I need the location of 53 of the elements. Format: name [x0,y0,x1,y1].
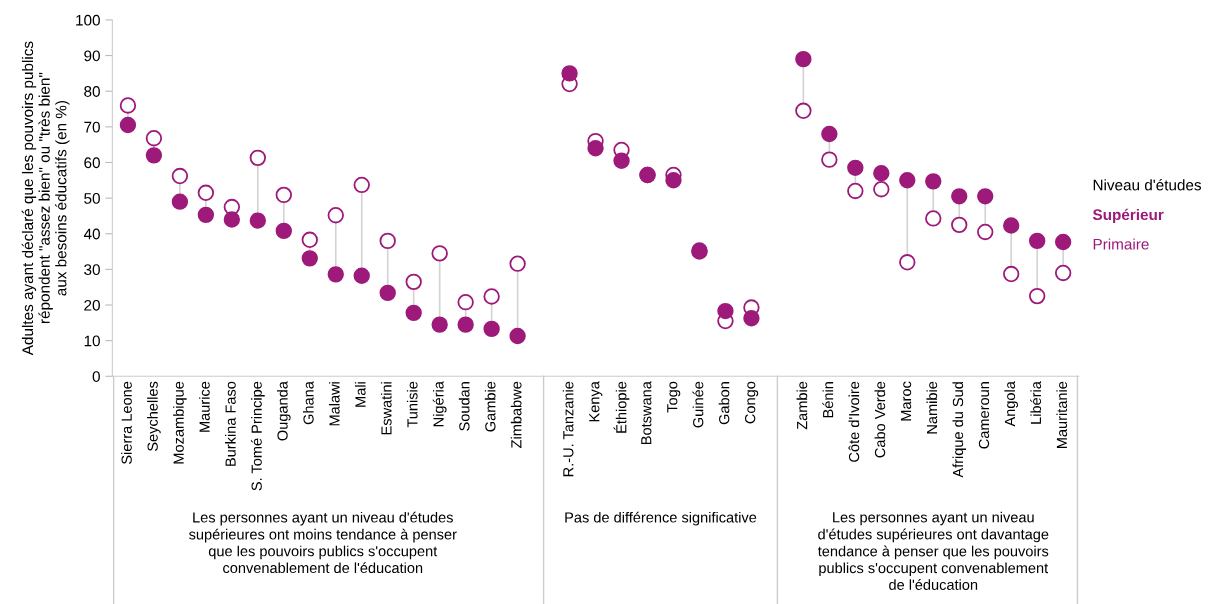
x-tick-label: R.-U. Tanzanie [562,381,574,477]
x-tick-label: Mauritanie [1056,381,1068,449]
x-tick-label: Eswatini [380,382,392,435]
x-tick-label: Zimbabwe [510,381,522,448]
y-tick-label: 70 [84,121,100,133]
legend-title: Niveau d'études [1093,179,1202,191]
y-tick-label: 50 [84,192,100,204]
x-tick-label: Ghana [302,381,314,425]
series-label: Supérieur [1092,208,1164,224]
x-tick-label: Gabon [718,382,730,425]
text: Les personnes ayant un niveau d'études supérieures ont moins tendance à penser que les pouvoirs publics s'occupent convenablement de l'éducation [189,511,457,574]
x-tick-label: Kenya [589,381,603,422]
text: Les personnes ayant un niveau d'études supérieures ont davantage tendance à penser que les pouvoirs publics s'occupent convenablement de l'éducation [817,511,1049,590]
x-tick-label: Ouganda [277,381,291,441]
x-tick-label: Gambie [484,381,496,432]
x-tick-label: Maurice [199,381,210,432]
y-tick-label: 20 [84,299,100,311]
x-tick-label: Namibie [926,381,938,434]
x-tick-label: Maroc [901,381,912,421]
x-tick-label: Congo [745,381,759,424]
x-tick-label: Nigéria [432,381,447,427]
x-tick-label: Afrique du Sud [952,382,967,478]
y-tick-label: 80 [84,86,100,97]
x-tick-label: Guinée [692,381,704,428]
x-tick-label: Angola [1004,381,1018,427]
y-tick-label: 40 [83,228,100,240]
x-tick-label: Mali [354,382,366,407]
x-tick-label: Éthiopie [613,381,630,433]
x-tick-label: Tunisie [406,381,418,428]
x-tick-label: Cameroun [978,382,990,449]
x-tick-label: Côte d'Ivoire [848,381,860,462]
y-tick-label: 10 [84,335,100,347]
x-tick-label: Togo [667,381,681,413]
text: Primaire [1093,238,1149,250]
x-tick-label: Sierra Leone [121,381,132,464]
x-tick-label: Malawi [328,382,340,426]
x-tick-label: Libéria [1030,381,1042,424]
y-tick-label: 30 [84,264,100,276]
x-tick-label: Burkina Faso [225,381,236,466]
y-axis-title: Adultes ayant déclaré que les pouvoirs publics répondent "assez bien" ou "très bien" aux besoins éducatifs (en %) [21,41,70,356]
y-tick-label: 0 [92,371,100,382]
x-tick-label: Mozambique [173,381,187,464]
x-tick-label: Zambie [796,381,808,430]
x-tick-label: Soudan [458,382,470,431]
x-tick-label: Cabo Verde [874,381,886,458]
x-tick-label: Seychelles [147,381,161,452]
y-tick-label: 90 [84,50,100,62]
x-tick-label: Bénin [822,382,834,418]
x-tick-label: Botswana [641,381,652,444]
x-tick-label: S. Tomé Principe [250,381,265,491]
y-tick-label: 100 [76,14,100,26]
y-tick-label: 60 [84,157,100,169]
text: Pas de différence significative [565,511,757,526]
